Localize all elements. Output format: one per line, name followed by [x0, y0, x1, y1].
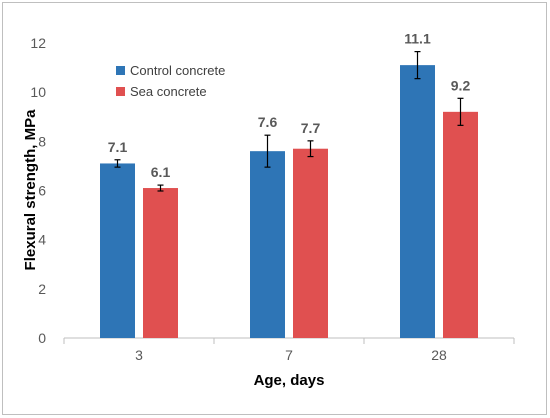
x-tick-label: 28: [431, 347, 447, 363]
legend-label: Sea concrete: [130, 84, 207, 99]
y-tick-label: 0: [38, 330, 46, 346]
data-labels: 7.1 7.6 11.1 6.1 7.7 9.2: [108, 31, 471, 180]
error-bars: [114, 51, 464, 192]
legend-swatch: [116, 66, 125, 75]
x-tick-label: 7: [285, 347, 293, 363]
y-tick-label: 10: [30, 84, 46, 100]
data-label: 7.1: [108, 139, 128, 155]
axes: 3 7 28 0 2 4 6 8 10 12: [30, 35, 515, 363]
y-tick-label: 2: [38, 281, 46, 297]
x-axis-title: Age, days: [254, 372, 325, 389]
legend-label: Control concrete: [130, 63, 225, 78]
y-axis-title: Flexural strength, MPa: [22, 109, 39, 271]
legend: Control concrete Sea concrete: [116, 63, 225, 99]
bar: [293, 148, 328, 338]
legend-swatch: [116, 87, 125, 96]
data-label: 7.7: [301, 120, 321, 136]
data-label: 9.2: [451, 77, 471, 93]
bar: [443, 111, 478, 338]
data-label: 7.6: [258, 114, 278, 130]
y-tick-label: 8: [38, 133, 46, 149]
bar: [400, 65, 435, 338]
x-tick-label: 3: [135, 347, 143, 363]
data-label: 11.1: [404, 31, 431, 47]
y-tick-label: 12: [30, 35, 46, 51]
data-label: 6.1: [151, 164, 171, 180]
bars: [100, 65, 478, 338]
bar: [100, 163, 135, 338]
y-tick-label: 4: [38, 232, 46, 248]
bar: [143, 188, 178, 338]
y-tick-label: 6: [38, 183, 46, 199]
bar: [250, 151, 285, 338]
